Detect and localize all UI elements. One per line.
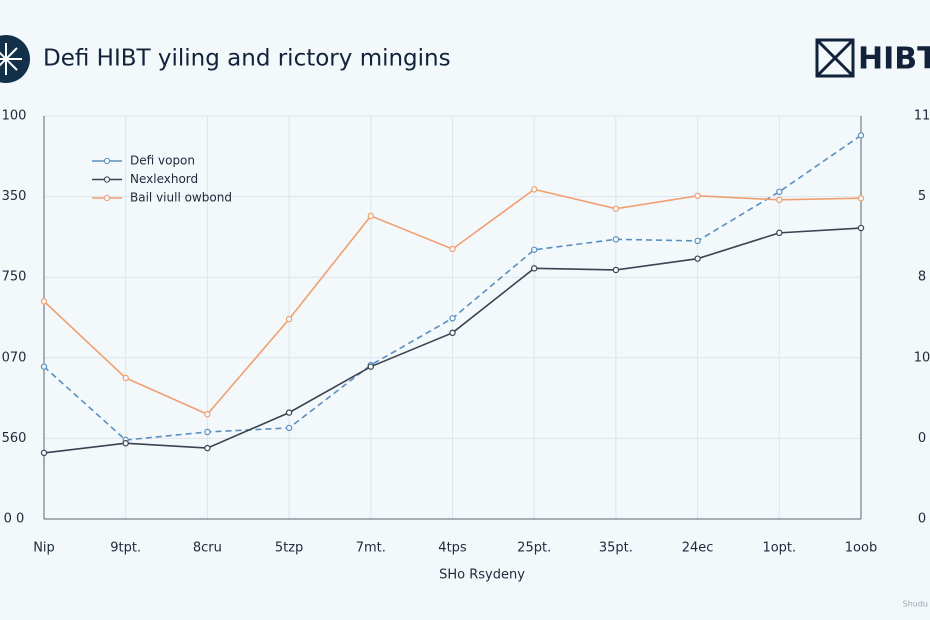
point: [857, 132, 865, 139]
y-tick-label: 560: [2, 431, 27, 446]
y-tick-label: 750: [2, 270, 27, 285]
legend-label: Defi vopon: [130, 154, 195, 168]
point: [857, 195, 865, 202]
point: [612, 266, 620, 274]
point: [204, 411, 211, 418]
x-tick-label: 9tpt.: [110, 541, 141, 556]
point: [204, 428, 211, 436]
point: [40, 298, 48, 305]
x-tick-label: 5tzp: [275, 541, 303, 556]
point: [449, 315, 456, 322]
legend-marker: [103, 176, 111, 183]
x-tick-label: 8cru: [193, 541, 222, 556]
point: [285, 315, 293, 323]
chart-title: Defi HIBT yiling and rictory mingins: [43, 46, 451, 72]
y2-tick-label: 0: [918, 512, 926, 527]
brand: HIBT: [858, 42, 930, 77]
y-tick-label: 070: [2, 350, 27, 365]
x-tick-label: 24ec: [682, 541, 714, 556]
x-tick-label: 1opt.: [762, 541, 796, 556]
point: [367, 363, 374, 370]
point: [776, 229, 783, 237]
point: [531, 186, 538, 193]
watermark: Shudu: [903, 600, 928, 609]
point: [40, 363, 48, 370]
point: [776, 196, 783, 204]
y2-tick-label: 11: [914, 109, 930, 124]
legend-label: Nexlexhord: [130, 172, 198, 186]
y2-tick-label: 8: [918, 270, 926, 285]
point: [694, 192, 701, 199]
point: [122, 440, 129, 447]
legend-marker: [103, 157, 111, 165]
point: [367, 212, 374, 220]
point: [531, 246, 538, 253]
point: [204, 444, 211, 452]
point: [531, 265, 538, 272]
point: [776, 188, 783, 195]
x-tick-label: 4tps: [438, 541, 467, 556]
y-tick-label: 100: [2, 109, 27, 124]
legend-marker: [103, 194, 111, 202]
point: [612, 236, 620, 243]
y-tick-label: 0 0: [4, 512, 25, 527]
x-tick-label: 35pt.: [599, 541, 633, 556]
point: [857, 224, 865, 232]
x-tick-label: Nip: [33, 541, 55, 556]
x-axis-label: SHo Rsydeny: [439, 568, 525, 583]
point: [285, 424, 293, 432]
point: [612, 205, 620, 212]
point: [449, 245, 456, 253]
point: [449, 329, 456, 337]
point: [40, 449, 48, 457]
y2-tick-label: 5: [918, 189, 926, 204]
logo-right: [815, 38, 855, 78]
point: [694, 255, 701, 262]
x-tick-label: 1oob: [845, 541, 877, 556]
point: [285, 409, 293, 416]
logo-left: [0, 35, 30, 83]
y-tick-label: 350: [2, 189, 27, 204]
y2-tick-label: 10: [914, 350, 930, 365]
point: [122, 374, 129, 382]
x-tick-label: 25pt.: [517, 541, 551, 556]
legend-label: Bail viull owbond: [130, 191, 232, 205]
x-tick-label: 7mt.: [356, 541, 386, 556]
point: [694, 237, 701, 245]
y2-tick-label: 0: [918, 431, 926, 446]
